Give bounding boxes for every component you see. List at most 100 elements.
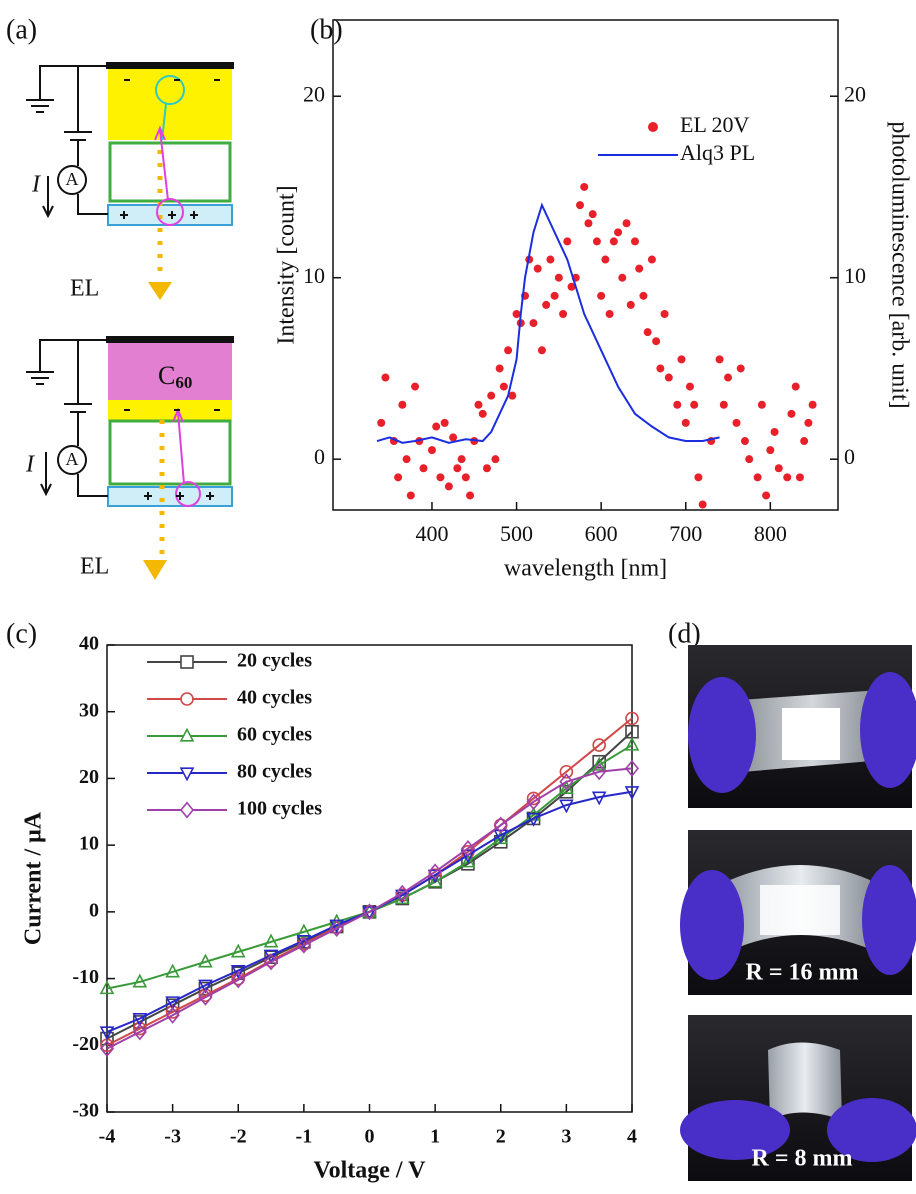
marker [395,884,410,902]
y-tick-label: 30 [79,699,99,721]
data-point [622,219,631,228]
data-point [715,355,724,364]
data-point [381,373,390,382]
x-tick-label: 400 [415,521,448,546]
data-point [529,319,538,328]
data-point [546,255,555,264]
panel-label: (a) [6,14,37,45]
x-tick-label: 700 [669,521,702,546]
output-label: EL [70,276,99,302]
marker [493,829,509,844]
marker [625,711,639,726]
panel-label: (d) [668,618,701,649]
y-tick-label: 0 [89,899,99,921]
data-point [643,328,652,337]
legend-label: 80 cycles [237,761,312,783]
marker [264,953,279,971]
marker [591,791,607,806]
data-point [787,409,796,418]
x-tick-label: -1 [296,1126,313,1148]
photo [680,830,916,995]
data-point [630,237,639,246]
marker [180,692,194,706]
legend-label: 40 cycles [237,687,312,709]
marker [132,1023,147,1041]
legend-label: 60 cycles [237,724,312,746]
data-point [791,382,800,391]
legend-marker [648,122,658,132]
photo [680,1015,916,1181]
marker [460,849,476,864]
data-point [482,464,491,473]
marker [329,920,344,937]
data-point [639,291,648,300]
marker [198,979,213,994]
data-point [427,446,436,455]
data-point [757,400,766,409]
data-point [783,473,792,482]
marker [230,943,246,958]
x-tick-label: 2 [496,1126,506,1148]
data-point [673,400,682,409]
data-point [584,219,593,228]
meter-label: A [66,449,79,469]
data-point [478,409,487,418]
layer-name: C [158,361,175,390]
marker [362,903,377,921]
data-point [444,482,453,491]
marker [132,973,148,988]
x-tick-label: -4 [99,1126,116,1148]
data-point [753,473,762,482]
layer-label: C60 [158,361,192,392]
marker [231,971,246,989]
marker [624,786,640,801]
data-point [724,373,733,382]
marker [526,812,541,827]
marker [460,840,475,857]
data-point [660,310,669,318]
data-point [576,201,585,210]
data-point [580,182,589,191]
data-point [740,437,749,446]
marker [230,964,246,979]
marker [559,780,574,795]
y2-axis-title: photoluminescence [arb. unit] [886,121,912,408]
y-tick-label: -30 [72,1100,99,1122]
x-axis-title: wavelength [nm] [504,556,667,582]
y-tick-label: -20 [72,1033,99,1055]
y2-tick-label: 10 [844,263,866,288]
marker [179,727,195,742]
panel-label: (c) [6,618,37,649]
marker [165,1006,180,1024]
marker [165,996,180,1011]
data-point [656,364,665,373]
marker [198,988,213,1006]
data-point [559,310,568,318]
meter-label: A [66,169,79,189]
data-point [487,391,496,400]
series-line [106,767,633,1050]
data-point [804,418,813,427]
output-label: EL [80,554,109,580]
marker [296,923,312,938]
marker [263,949,279,964]
marker [493,816,508,834]
marker [179,767,195,782]
data-point [495,364,504,373]
data-point [745,455,754,464]
data-point [554,273,563,282]
marker [427,873,443,888]
data-point [592,237,601,246]
x-tick-label: 4 [627,1126,637,1148]
legend: EL 20V Alq3 PL [598,112,755,165]
data-point [736,364,745,373]
series-line [376,202,720,444]
current-label: I [31,172,41,198]
device-diagram [26,62,234,300]
data-point [402,455,411,464]
marker [559,773,574,791]
data-point [647,255,656,264]
photo [688,645,916,808]
